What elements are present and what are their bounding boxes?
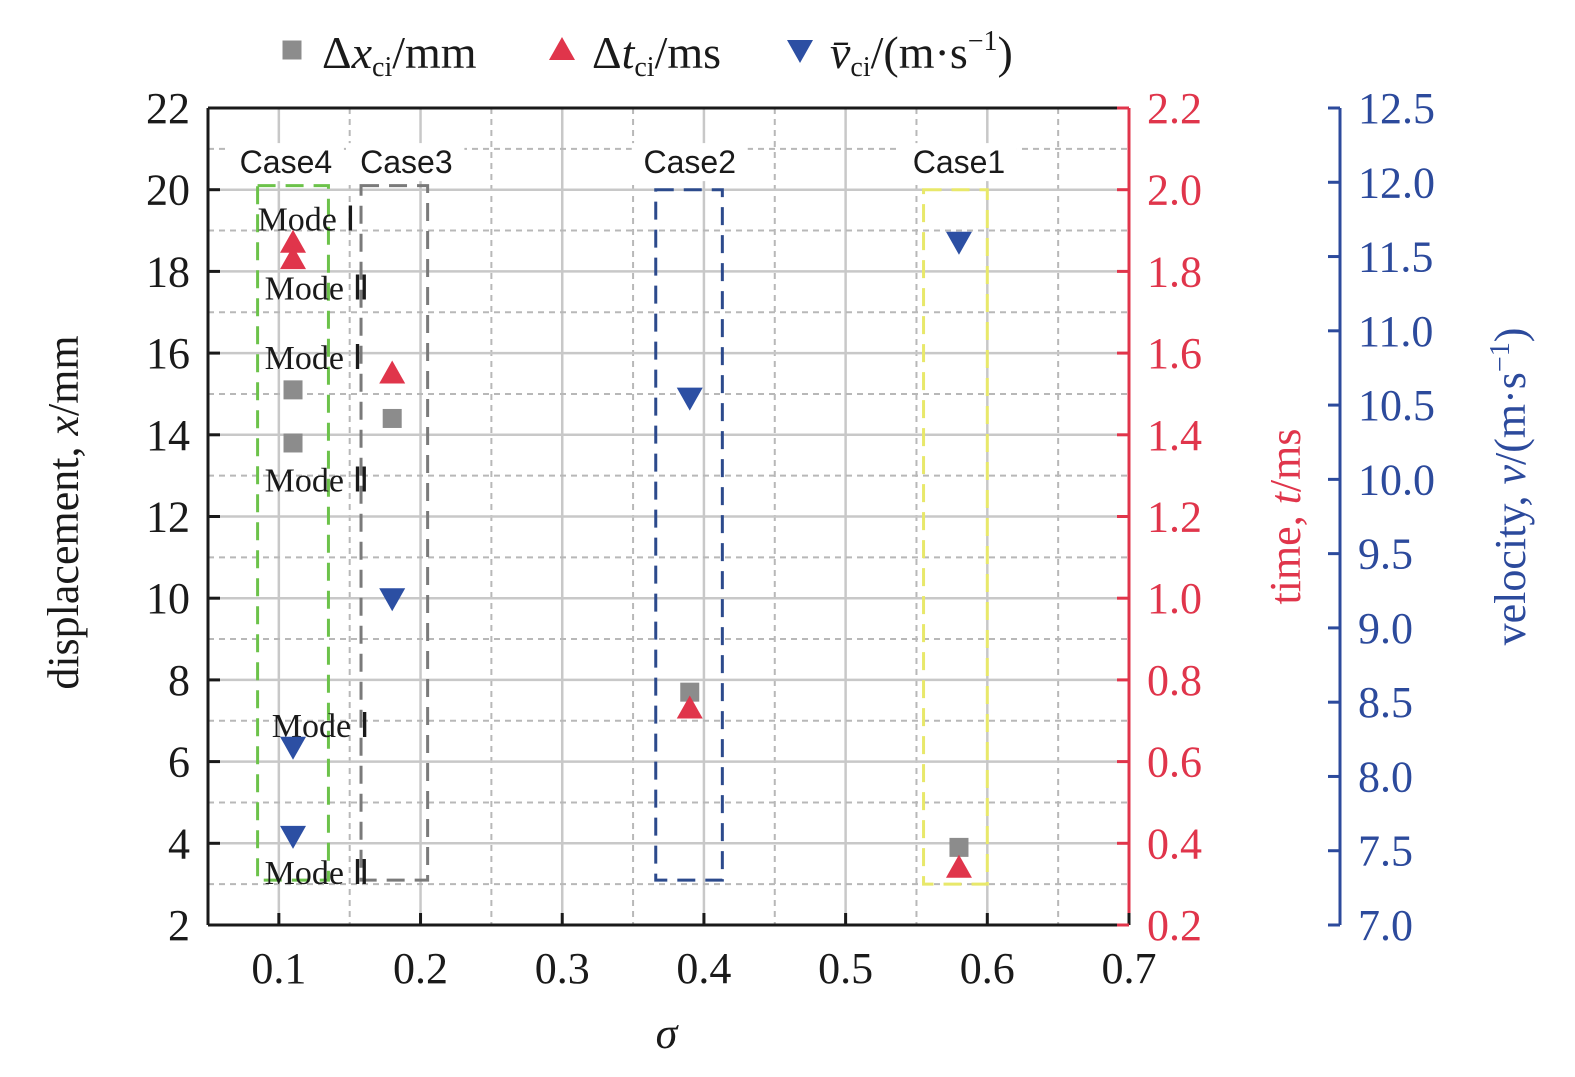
y2-tick-label: 0.4: [1147, 819, 1202, 868]
y3-tick-label: 8.5: [1358, 678, 1413, 727]
point-s2-2: [280, 246, 307, 270]
legend-label-2: Δtci/ms: [592, 27, 721, 83]
case-boxes: Case4 Case3 Case2 Case1: [227, 143, 1017, 886]
y3-tick-label: 7.5: [1358, 827, 1413, 876]
y-tick-label: 12: [146, 493, 190, 542]
mode-label-3: Mode Ⅰ: [265, 340, 363, 377]
y-axis-label-left: displacement, x/mm: [39, 335, 88, 689]
y-tick-label: 22: [146, 84, 190, 133]
y-tick-label: 6: [168, 738, 190, 787]
point-s1-1: [283, 380, 303, 400]
y-tick-label: 20: [146, 166, 190, 215]
y2-tick-label: 1.6: [1147, 329, 1202, 378]
y-tick-label: 16: [146, 329, 190, 378]
y-axis-right: 0.2 0.4 0.6 0.8 1.0 1.2 1.4 1.6 1.8 2.0 2.2: [1117, 84, 1202, 950]
mode-label-2: Mode Ⅱ: [265, 271, 370, 308]
y2-tick-label: 1.2: [1147, 493, 1202, 542]
mode-label-6: Mode Ⅱ: [265, 855, 370, 892]
x-tick-label: 0.2: [393, 944, 448, 993]
point-s1-4: [680, 682, 700, 702]
x-tick-label: 0.5: [818, 944, 873, 993]
case-label-3: Case2: [644, 144, 737, 180]
y3-tick-label: 12.0: [1358, 158, 1435, 207]
y-tick-label: 2: [168, 901, 190, 950]
x-axis-label: σ: [656, 1009, 680, 1058]
y2-tick-label: 0.6: [1147, 738, 1202, 787]
y3-tick-label: 10.0: [1358, 455, 1435, 504]
case-box-4: [922, 188, 989, 886]
y3-tick-label: 8.0: [1358, 752, 1413, 801]
y-tick-label: 8: [168, 656, 190, 705]
case-label-bg-2: [348, 143, 465, 182]
case-label-bg-1: [227, 143, 344, 182]
point-s3-4: [676, 387, 703, 411]
y2-tick-label: 2.2: [1147, 84, 1202, 133]
y2-tick-label: 1.8: [1147, 247, 1202, 296]
y2-tick-label: 2.0: [1147, 166, 1202, 215]
legend-label-3: v̄ci/(m·s−1): [830, 26, 1013, 83]
y-tick-label: 18: [146, 247, 190, 296]
mode-label-1: Mode Ⅰ: [258, 201, 356, 238]
y-axis-label-right: time, t/ms: [1261, 428, 1310, 604]
case-box-2: [359, 184, 430, 882]
point-s3-5: [945, 231, 972, 255]
point-s2-5: [945, 854, 972, 878]
y2-tick-label: 0.8: [1147, 656, 1202, 705]
y-axis-third: 7.0 7.5 8.0 8.5 9.0 9.5 10.0 10.5 11.0 11.5 12.0 12…: [1328, 84, 1435, 950]
point-s3-2: [280, 825, 307, 849]
y3-tick-label: 7.0: [1358, 901, 1413, 950]
case-label-2: Case3: [360, 144, 453, 180]
point-s3-3: [379, 588, 406, 612]
legend-label-1: Δxci/mm: [322, 27, 477, 83]
x-tick-label: 0.7: [1102, 944, 1157, 993]
case-label-bg-4: [900, 143, 1017, 182]
axis-labels: σ displacement, x/mm time, t/ms velocity, v…: [39, 328, 1535, 1058]
point-s1-3: [382, 408, 402, 428]
point-s2-1: [280, 229, 307, 253]
y-axis-left: 2 4 6 8 10 12 14 16 18 20 22: [146, 84, 220, 950]
y3-tick-label: 9.5: [1358, 530, 1413, 579]
x-axis: 0.1 0.2 0.3 0.4 0.5 0.6 0.7: [251, 913, 1157, 993]
legend-marker-3: [787, 40, 813, 63]
x-tick-label: 0.3: [535, 944, 590, 993]
y2-tick-label: 0.2: [1147, 901, 1202, 950]
x-tick-label: 0.1: [251, 944, 306, 993]
point-s2-4: [676, 695, 703, 719]
case-label-4: Case1: [913, 144, 1006, 180]
y2-tick-label: 1.0: [1147, 574, 1202, 623]
y-tick-label: 4: [168, 819, 190, 868]
y3-tick-label: 11.5: [1358, 233, 1433, 282]
legend: Δxci/mm Δtci/ms v̄ci/(m·s−1): [282, 26, 1013, 83]
point-s3-1: [280, 736, 307, 760]
point-s1-2: [283, 433, 303, 453]
case-label-bg-3: [631, 143, 748, 182]
y3-tick-label: 12.5: [1358, 84, 1435, 133]
y-tick-label: 10: [146, 574, 190, 623]
legend-marker-1: [282, 40, 302, 60]
case-box-3: [654, 188, 724, 882]
y3-tick-label: 10.5: [1358, 381, 1435, 430]
y-tick-label: 14: [146, 411, 190, 460]
point-s2-3: [379, 360, 406, 384]
data-points: [280, 229, 972, 878]
x-tick-label: 0.4: [676, 944, 731, 993]
case-label-1: Case4: [240, 144, 333, 180]
y-axis-label-third: velocity, v/(m·s−1): [1485, 328, 1535, 646]
y3-tick-label: 11.0: [1358, 307, 1433, 356]
case-box-1: [256, 184, 330, 882]
point-s1-5: [949, 837, 969, 857]
y2-tick-label: 1.4: [1147, 411, 1202, 460]
mode-label-4: Mode Ⅱ: [265, 463, 370, 500]
x-tick-label: 0.6: [960, 944, 1015, 993]
legend-marker-2: [549, 37, 575, 60]
y3-tick-label: 9.0: [1358, 604, 1413, 653]
